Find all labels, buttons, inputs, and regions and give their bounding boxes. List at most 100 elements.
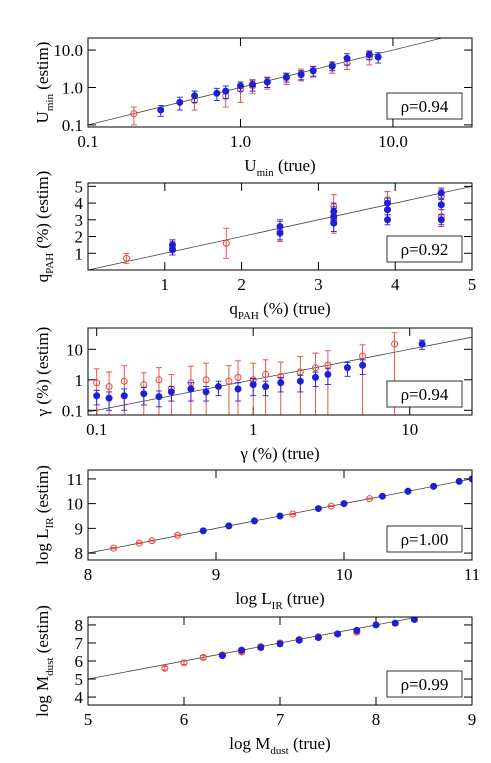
x-tick-label: 9 — [212, 565, 221, 584]
point — [234, 385, 242, 393]
plot-frame — [87, 469, 473, 561]
x-tick-label: 6 — [180, 710, 189, 729]
y-tick-label: 8 — [75, 544, 84, 563]
point — [276, 640, 284, 648]
point — [225, 522, 233, 530]
y-tick-label: 2 — [75, 228, 84, 247]
point — [410, 617, 418, 624]
error-bar — [225, 365, 232, 415]
point — [135, 539, 143, 547]
y-tick-label: 3 — [75, 211, 84, 230]
point — [430, 482, 438, 490]
x-tick-label: 1 — [161, 275, 170, 294]
point — [340, 500, 348, 508]
y-tick-label: 1 — [75, 244, 84, 263]
plot-frame — [87, 327, 473, 416]
x-tick-label: 1 — [249, 420, 258, 439]
error-bar — [328, 505, 335, 508]
error-bar — [110, 547, 117, 550]
point — [105, 394, 113, 402]
x-tick-label: 10 — [336, 565, 353, 584]
point — [277, 379, 285, 387]
x-tick-label: 5 — [468, 275, 477, 294]
point — [148, 537, 156, 545]
point — [297, 71, 305, 79]
point — [276, 223, 284, 230]
point — [384, 199, 392, 207]
point — [222, 239, 230, 247]
y-tick-label: 0.1 — [62, 116, 83, 135]
y-tick-label: 9 — [75, 519, 84, 538]
point — [93, 379, 101, 387]
point — [249, 381, 257, 389]
y-tick-label: 11 — [67, 470, 83, 489]
point — [372, 621, 380, 629]
error-bar — [366, 497, 373, 500]
point — [155, 376, 163, 384]
point — [236, 82, 244, 90]
point — [366, 495, 374, 503]
y-axis-label: qPAH (%) (estim) — [33, 171, 56, 283]
point — [314, 634, 322, 642]
y-tick-label: 4 — [75, 194, 84, 213]
x-tick-label: 0.1 — [77, 132, 98, 151]
point — [418, 340, 426, 348]
error-bar — [161, 665, 168, 671]
x-tick-label: 8 — [372, 710, 381, 729]
annotation: ρ=0.94 — [401, 385, 449, 404]
point — [120, 392, 128, 400]
annotation: ρ=0.94 — [401, 97, 449, 116]
y-tick-label: 4 — [75, 688, 84, 707]
point — [262, 370, 270, 378]
point — [222, 87, 230, 95]
point — [311, 364, 319, 372]
point — [365, 51, 373, 59]
x-axis-label: Umin (true) — [244, 156, 315, 179]
y-axis-label: log LIR (estim) — [33, 465, 56, 565]
point — [167, 388, 175, 396]
point — [234, 373, 242, 381]
x-tick-label: 10 — [401, 420, 418, 439]
error-bar — [324, 350, 331, 415]
point — [437, 201, 445, 209]
y-tick-label: 8 — [75, 616, 84, 635]
x-tick-label: 0.1 — [86, 420, 107, 439]
x-tick-label: 4 — [391, 275, 400, 294]
error-bar — [121, 388, 128, 411]
error-bar — [130, 106, 137, 126]
point — [161, 664, 169, 672]
y-tick-label: 10 — [66, 495, 83, 514]
annotation-box — [386, 670, 463, 698]
error-bar — [289, 513, 296, 515]
plot-frame — [87, 182, 473, 271]
point — [110, 544, 118, 552]
error-bar — [174, 534, 181, 537]
point — [324, 361, 332, 369]
point — [327, 502, 335, 510]
point — [130, 110, 138, 118]
point — [218, 652, 226, 660]
x-tick-label: 2 — [237, 275, 246, 294]
point — [334, 630, 342, 638]
y-axis-label: γ (%) (estim) — [33, 327, 52, 418]
y-tick-label: 5 — [75, 177, 84, 196]
point — [202, 376, 210, 384]
point — [468, 475, 472, 483]
panel: 0.1 1 10 0.1 1 10 ρ=0.94 γ (%) (true) γ (%) (est… — [33, 327, 473, 463]
annotation: ρ=0.92 — [401, 240, 449, 259]
x-axis-label: log Mdust (true) — [229, 734, 330, 757]
point — [263, 78, 271, 86]
point — [214, 383, 222, 391]
error-bar — [149, 539, 155, 542]
y-tick-label: 10 — [66, 340, 83, 359]
plot-frame — [87, 37, 473, 128]
point — [122, 254, 130, 262]
point — [276, 229, 284, 237]
one-to-one-line — [88, 336, 472, 413]
point — [391, 340, 399, 348]
x-tick-label: 11 — [464, 565, 480, 584]
point — [202, 388, 210, 396]
x-tick-label: 10.0 — [378, 132, 408, 151]
